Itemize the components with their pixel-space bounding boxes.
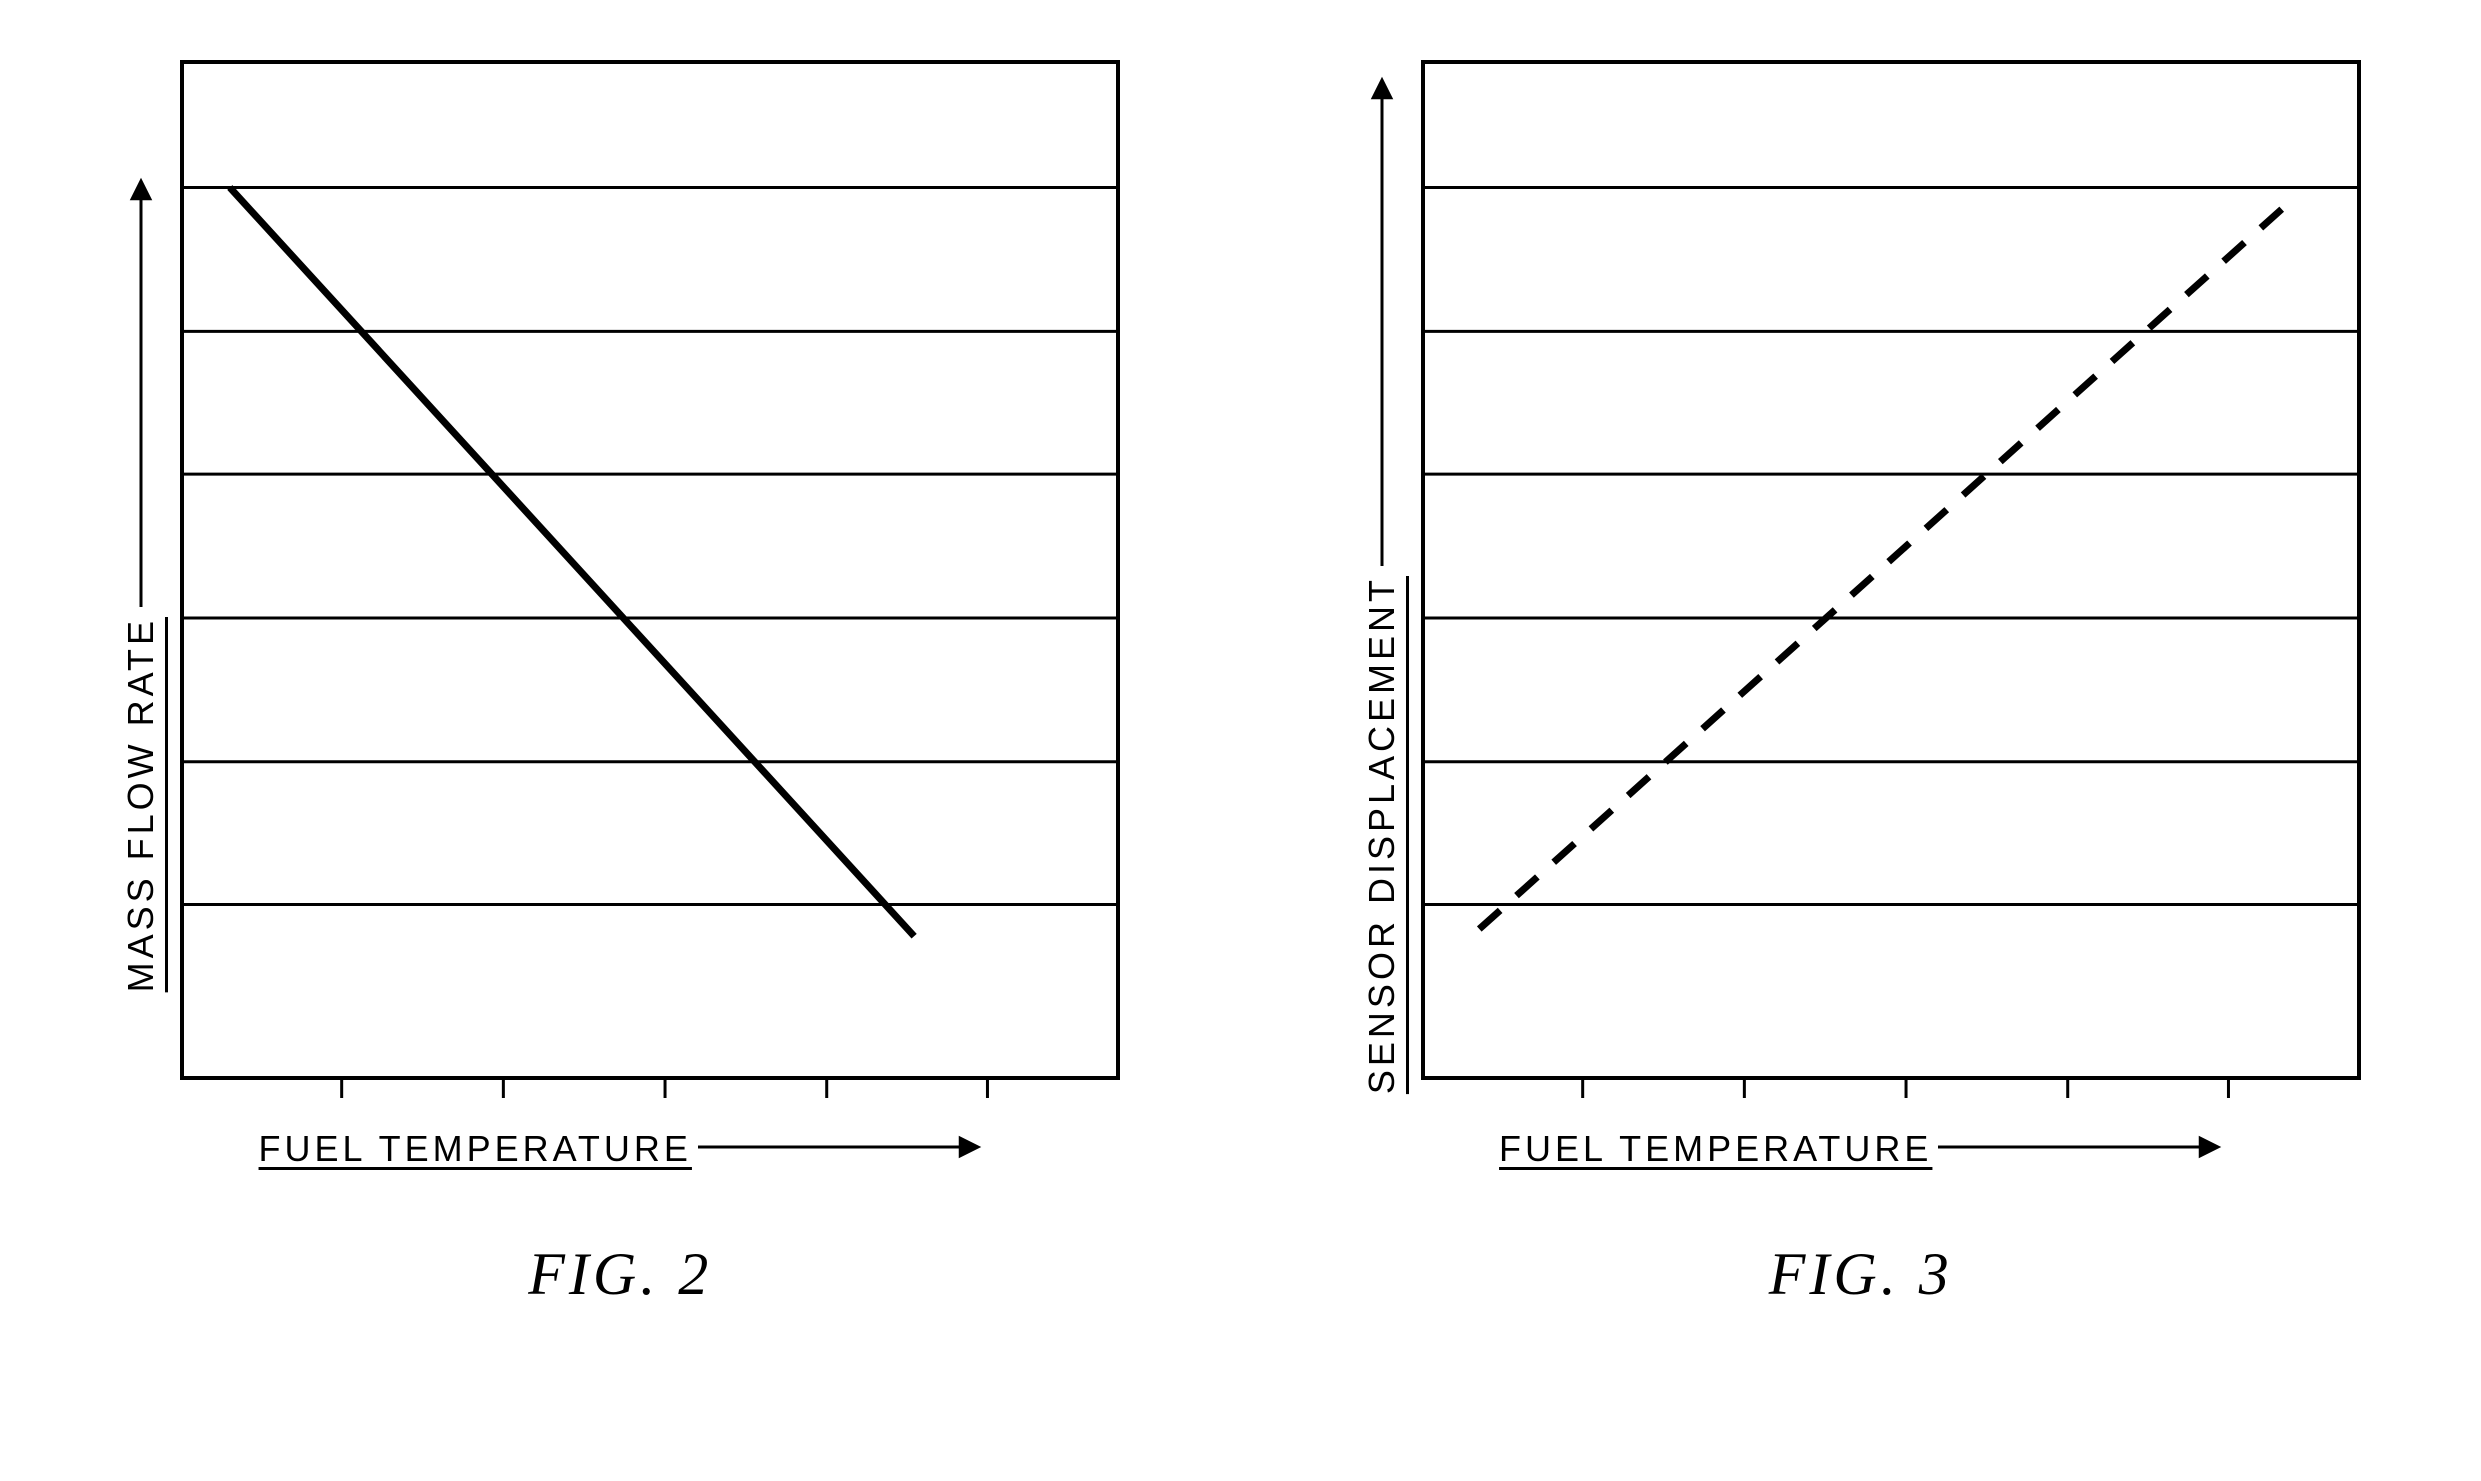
panel-fig3: SENSOR DISPLACEMENT FUEL TEMPERATURE FIG… (1361, 60, 2361, 1309)
fig2-caption: FIG. 2 (528, 1240, 712, 1309)
fig3-plot (1421, 60, 2361, 1110)
fig3-ylabel: SENSOR DISPLACEMENT (1361, 576, 1403, 1094)
fig3-yaxis-label-wrap: SENSOR DISPLACEMENT (1361, 76, 1403, 1094)
fig2-plot (180, 60, 1120, 1110)
fig3-xaxis-arrow-icon (1932, 1130, 2222, 1164)
fig3-chart-row: SENSOR DISPLACEMENT (1361, 60, 2361, 1110)
fig2-xlabel: FUEL TEMPERATURE (259, 1128, 692, 1170)
fig2-ylabel: MASS FLOW RATE (120, 617, 162, 992)
fig3-xlabel: FUEL TEMPERATURE (1499, 1128, 1932, 1170)
fig2-xaxis-arrow-icon (692, 1130, 982, 1164)
fig3-caption: FIG. 3 (1769, 1240, 1953, 1309)
fig3-yaxis-arrow-icon (1365, 76, 1399, 576)
fig2-chart-row: MASS FLOW RATE (120, 60, 1120, 1110)
figure-page: MASS FLOW RATE FUEL TEMPERATURE FIG. 2 (0, 0, 2481, 1481)
panel-fig2: MASS FLOW RATE FUEL TEMPERATURE FIG. 2 (120, 60, 1120, 1309)
fig2-xaxis-label-wrap: FUEL TEMPERATURE (259, 1110, 982, 1170)
fig2-yaxis-label-wrap: MASS FLOW RATE (120, 177, 162, 992)
fig2-yaxis-arrow-icon (124, 177, 158, 617)
fig3-xaxis-label-wrap: FUEL TEMPERATURE (1499, 1110, 2222, 1170)
